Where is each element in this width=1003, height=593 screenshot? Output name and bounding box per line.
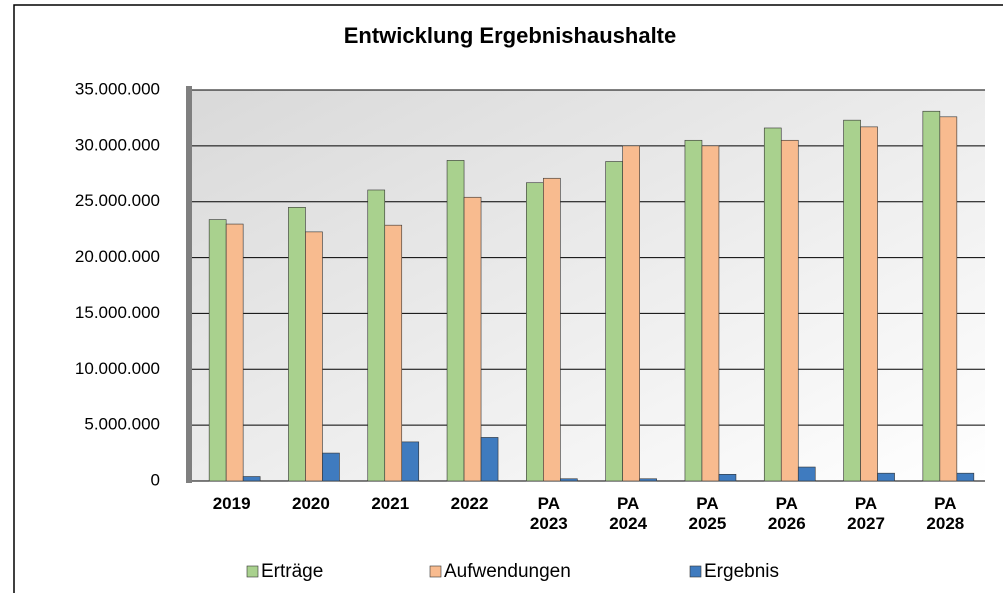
y-tick-label: 35.000.000 (75, 79, 160, 98)
x-tick-label: PA 2024 (609, 494, 648, 533)
y-tick-label: 10.000.000 (75, 359, 160, 378)
bar (701, 145, 720, 482)
bar (463, 196, 482, 482)
x-tick-label: 2019 (212, 494, 251, 513)
bar (939, 116, 958, 482)
x-tick-label: PA 2023 (529, 494, 568, 533)
bar (684, 139, 703, 482)
y-tick-label: 0 (151, 470, 160, 489)
bar (401, 441, 420, 482)
legend-swatch (689, 565, 702, 578)
legend-label: Erträge (261, 561, 323, 582)
bar (860, 126, 878, 482)
bar (797, 466, 816, 482)
plot-wall (186, 86, 192, 483)
x-tick-label: PA 2026 (767, 494, 806, 533)
bar (843, 119, 861, 482)
x-tick-label: PA 2025 (688, 494, 727, 533)
bar (605, 161, 623, 482)
bar (242, 476, 261, 482)
bar (718, 473, 737, 482)
bar (446, 160, 465, 482)
bar (639, 478, 657, 482)
y-tick-label: 5.000.000 (84, 415, 160, 434)
y-tick-label: 25.000.000 (75, 191, 160, 210)
bar (622, 145, 640, 482)
legend-label: Ergebnis (704, 561, 779, 582)
bar (288, 207, 306, 482)
legend-label: Aufwendungen (444, 561, 571, 582)
bar (922, 110, 941, 482)
x-tick-label: 2020 (292, 494, 330, 513)
bar (305, 231, 323, 482)
chart-title: Entwicklung Ergebnishaushalte (344, 23, 677, 48)
x-tick-label: 2022 (450, 494, 489, 513)
bar (225, 223, 244, 482)
bar (956, 472, 975, 482)
bar (384, 224, 403, 482)
bar (480, 437, 499, 482)
bar (367, 189, 386, 482)
x-tick-label: PA 2027 (847, 494, 885, 533)
bar (208, 219, 227, 482)
y-tick-label: 20.000.000 (75, 247, 160, 266)
bar (543, 177, 561, 482)
bar (763, 127, 782, 482)
x-tick-label: PA 2028 (926, 494, 965, 533)
y-tick-label: 15.000.000 (75, 303, 160, 322)
bar (560, 478, 578, 482)
x-tick-label: 2021 (371, 494, 410, 513)
bar (780, 139, 799, 482)
y-tick-label: 30.000.000 (75, 135, 160, 154)
bar (526, 182, 544, 482)
bar (877, 472, 895, 482)
bar (322, 452, 340, 482)
legend-swatch (429, 565, 442, 578)
legend-swatch (246, 565, 259, 578)
